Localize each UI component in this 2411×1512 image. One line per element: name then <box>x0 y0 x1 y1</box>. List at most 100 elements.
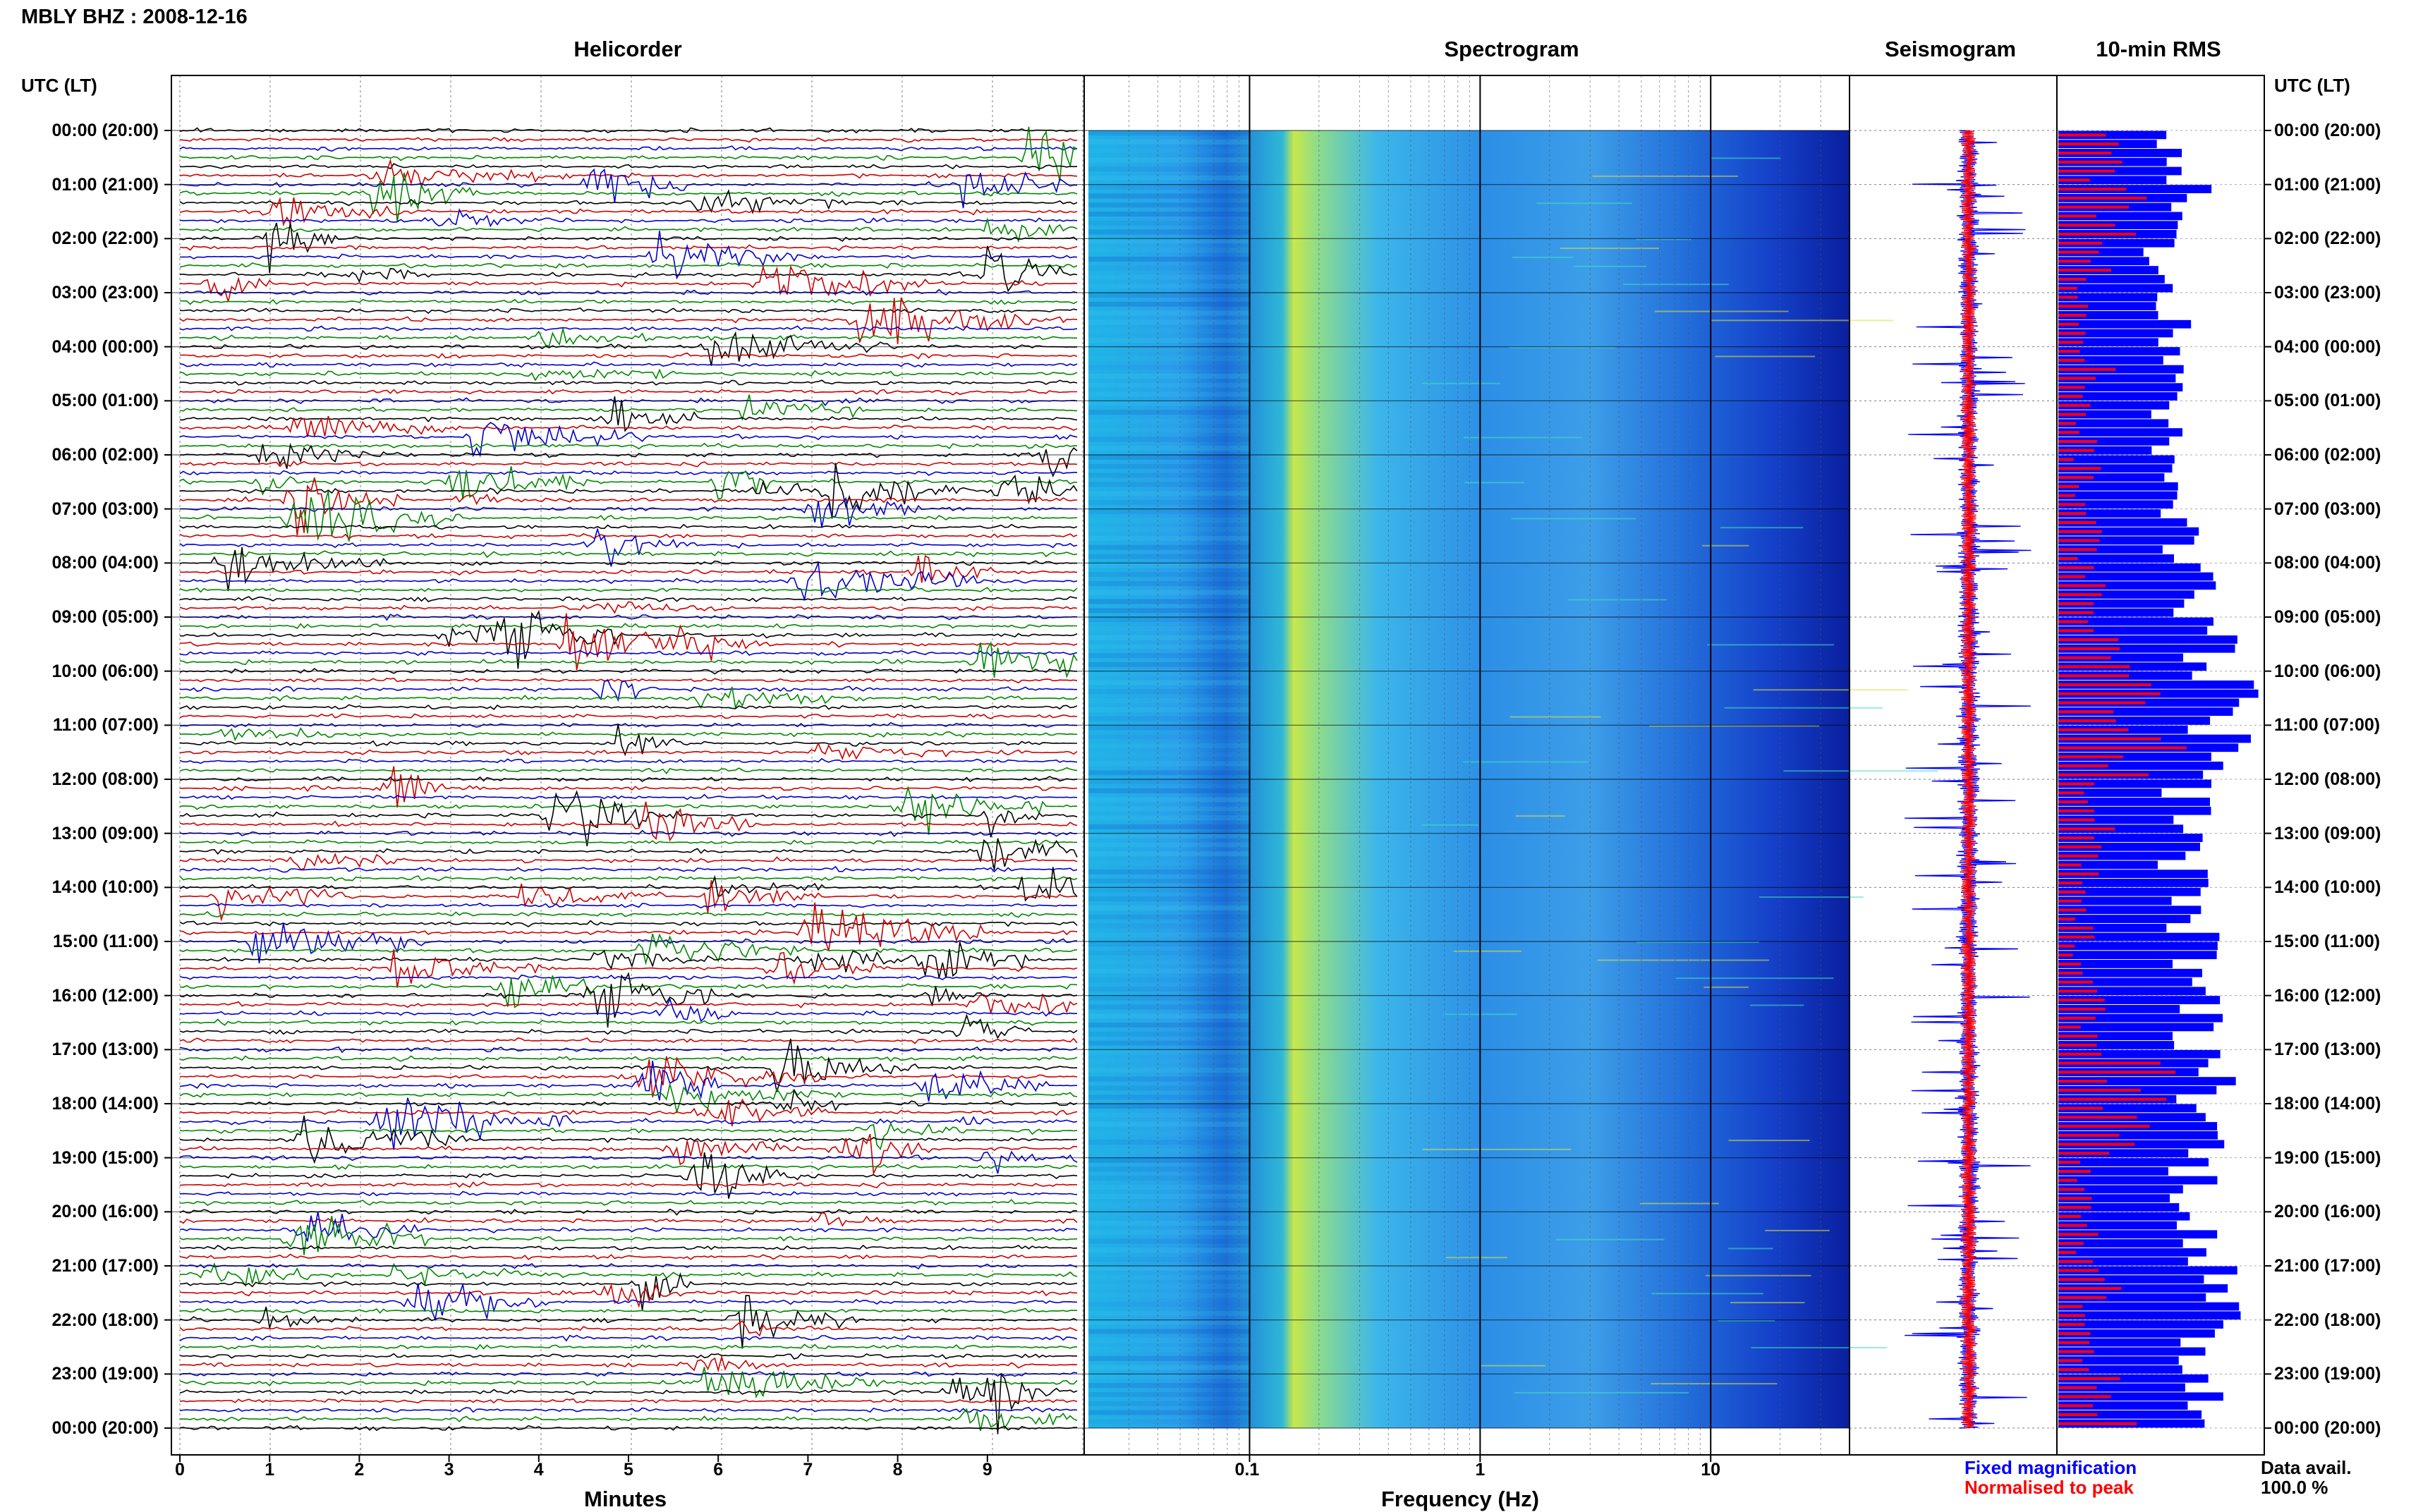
rms-normalised-bar <box>2058 782 2094 786</box>
rms-normalised-bar <box>2058 1178 2077 1182</box>
helicorder-tick-label: 2 <box>354 1460 365 1480</box>
spectrogram-texture <box>1088 1166 1251 1172</box>
spectrogram-texture <box>1088 293 1251 298</box>
spectrogram-texture <box>1088 1293 1251 1298</box>
rms-normalised-bar <box>2058 1323 2085 1327</box>
rms-normalised-bar <box>2058 593 2102 597</box>
rms-fixed-bar <box>2058 1149 2189 1158</box>
rms-fixed-bar <box>2058 644 2235 653</box>
spectrogram-texture <box>1088 797 1251 803</box>
rms-normalised-bar <box>2058 367 2116 371</box>
helicorder-trace <box>179 396 1078 432</box>
spectrogram-texture <box>1649 725 1820 727</box>
rms-fixed-bar <box>2058 1104 2197 1113</box>
helicorder-trace <box>179 1060 1078 1102</box>
rms-fixed-bar <box>2058 1194 2170 1203</box>
helicorder-trace <box>179 724 1077 757</box>
rms-fixed-bar <box>2058 482 2178 491</box>
time-label: 05:00 (01:00) <box>2274 391 2381 411</box>
rms-normalised-bar <box>2058 647 2120 650</box>
rms-normalised-bar <box>2058 854 2099 858</box>
rms-fixed-bar <box>2058 617 2213 626</box>
time-label: 11:00 (07:00) <box>52 715 159 736</box>
time-label: 13:00 (09:00) <box>51 823 159 843</box>
rms-normalised-bar <box>2058 908 2087 912</box>
helicorder-trace <box>179 470 1078 476</box>
spectrogram-texture <box>1088 1112 1251 1118</box>
spectrogram-texture <box>1088 806 1251 812</box>
rms-fixed-bar <box>2058 257 2149 266</box>
spectrogram-texture <box>1088 184 1251 190</box>
spectrogram-texture <box>1088 193 1251 199</box>
rms-normalised-bar <box>2058 1269 2099 1272</box>
helicorder-trace <box>179 1181 1078 1188</box>
helicorder-trace <box>180 1199 1078 1207</box>
rms-normalised-bar <box>2058 1035 2098 1038</box>
spectrogram-texture <box>1088 319 1251 325</box>
helicorder-tick-label: 6 <box>713 1460 724 1480</box>
rms-fixed-bar <box>2058 798 2210 806</box>
spectrogram-texture <box>1088 410 1251 415</box>
helicorder-trace <box>179 394 1078 422</box>
rms-fixed-bar <box>2058 1302 2240 1311</box>
rms-normalised-bar <box>2058 169 2115 173</box>
spectrogram-texture <box>1088 752 1251 757</box>
rms-fixed-bar <box>2058 680 2254 689</box>
spectrogram-texture <box>1088 166 1251 172</box>
rms-normalised-bar <box>2058 1350 2094 1353</box>
rms-fixed-bar <box>2058 536 2194 545</box>
rms-fixed-bar <box>2058 1185 2183 1194</box>
spectrogram-texture <box>1088 563 1251 568</box>
spectrogram-texture <box>1088 770 1251 776</box>
rms-normalised-bar <box>2058 1142 2135 1146</box>
rms-fixed-bar <box>2058 176 2167 185</box>
spectrogram-texture <box>1088 175 1251 181</box>
helicorder-trace <box>179 422 1078 458</box>
rms-normalised-bar <box>2058 638 2119 642</box>
time-label: 15:00 (11:00) <box>52 932 159 951</box>
spectrogram-title: Spectrogram <box>1444 37 1579 61</box>
spectrogram-texture <box>1088 220 1251 226</box>
rms-normalised-bar <box>2058 1341 2090 1344</box>
rms-normalised-bar <box>2058 205 2130 209</box>
helicorder-trace <box>179 902 1078 951</box>
spectrogram-texture <box>1088 238 1251 244</box>
spectrogram-texture <box>1088 905 1251 910</box>
rms-fixed-bar <box>2058 752 2211 761</box>
time-label: 21:00 (17:00) <box>51 1256 159 1276</box>
rms-fixed-bar <box>2058 446 2152 455</box>
rms-title: 10-min RMS <box>2096 37 2221 61</box>
helicorder-trace <box>179 1115 1078 1164</box>
helicorder-trace <box>179 713 1078 719</box>
rms-fixed-bar <box>2058 860 2158 870</box>
spectrogram-texture <box>1088 1085 1251 1091</box>
helicorder-trace <box>179 1152 1078 1199</box>
spectrogram-texture <box>1088 590 1251 595</box>
helicorder-trace <box>179 352 1078 360</box>
rms-fixed-bar <box>2058 1356 2179 1365</box>
spectrogram-texture <box>1088 1031 1251 1037</box>
spectrogram-texture <box>1088 1004 1251 1010</box>
spectrogram-texture <box>1088 1248 1251 1253</box>
rms-fixed-bar <box>2058 455 2175 464</box>
spectrogram-texture <box>1727 1248 1773 1250</box>
rms-normalised-bar <box>2058 142 2119 146</box>
rms-normalised-bar <box>2058 926 2094 930</box>
helicorder-trace <box>179 933 1078 965</box>
spectrogram-texture <box>1592 175 1738 177</box>
spectrogram-texture <box>1088 1238 1251 1244</box>
rms-fixed-bar <box>2058 374 2176 383</box>
spectrogram-texture <box>1088 554 1251 559</box>
spectrogram-texture <box>1088 463 1251 469</box>
rms-fixed-bar <box>2058 1374 2209 1383</box>
spectrogram-texture <box>1765 1229 1830 1231</box>
time-label: 02:00 (22:00) <box>51 228 159 249</box>
spectrogram-texture <box>1088 779 1251 785</box>
rms-normalised-bar <box>2058 1071 2176 1074</box>
helicorder-trace <box>179 1212 1078 1242</box>
time-label: 07:00 (03:00) <box>51 499 159 519</box>
spectrogram-texture <box>1421 824 1478 826</box>
rms-normalised-bar <box>2058 520 2096 525</box>
rms-normalised-bar <box>2058 809 2094 812</box>
rms-normalised-bar <box>2058 1233 2099 1236</box>
